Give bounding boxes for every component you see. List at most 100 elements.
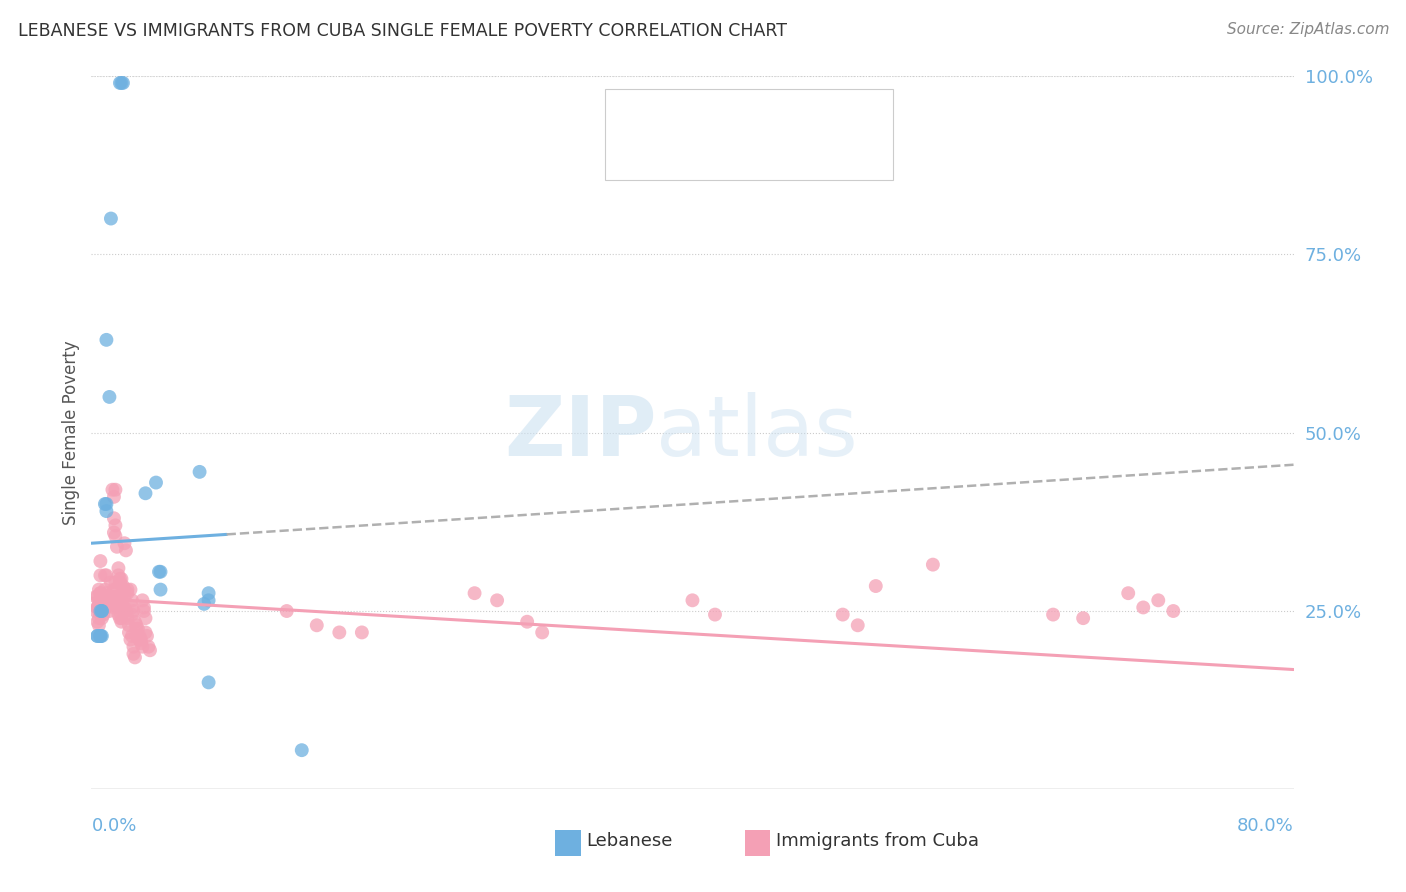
Point: [110, 615, 132, 629]
Point: [103, 490, 125, 504]
Point: [93, 590, 115, 604]
Point: [328, 625, 350, 640]
Point: [103, 582, 125, 597]
Point: [86, 629, 108, 643]
Point: [96, 586, 118, 600]
Point: [129, 632, 152, 647]
Point: [125, 618, 148, 632]
Point: [107, 561, 129, 575]
Point: [136, 629, 159, 643]
Point: [350, 625, 373, 640]
Point: [89, 629, 111, 643]
Point: [103, 597, 125, 611]
Point: [89, 604, 111, 618]
Point: [90, 604, 112, 618]
Point: [121, 629, 143, 643]
Text: Immigrants from Cuba: Immigrants from Cuba: [776, 832, 979, 850]
Point: [132, 604, 155, 618]
Point: [121, 607, 143, 622]
Point: [115, 543, 138, 558]
Point: [96, 333, 118, 347]
Point: [89, 554, 111, 568]
Point: [104, 518, 127, 533]
Point: [97, 593, 120, 607]
Point: [117, 611, 139, 625]
Point: [1071, 611, 1094, 625]
Point: [101, 593, 124, 607]
Point: [111, 579, 134, 593]
Point: [531, 625, 554, 640]
Text: R = -0.281   N = 120: R = -0.281 N = 120: [652, 143, 841, 161]
Point: [87, 604, 110, 618]
Text: ZIP: ZIP: [503, 392, 657, 473]
Point: [100, 590, 122, 604]
Point: [120, 582, 142, 597]
Point: [132, 600, 155, 615]
Point: [96, 568, 118, 582]
Point: [114, 582, 136, 597]
Point: [197, 675, 219, 690]
Point: [87, 597, 110, 611]
Point: [149, 582, 172, 597]
Point: [145, 475, 167, 490]
Point: [134, 486, 156, 500]
Text: Lebanese: Lebanese: [586, 832, 672, 850]
Point: [197, 586, 219, 600]
Point: [100, 211, 122, 226]
Point: [110, 593, 132, 607]
Point: [90, 597, 112, 611]
Point: [101, 590, 124, 604]
Point: [117, 582, 139, 597]
Text: 80.0%: 80.0%: [1237, 817, 1294, 835]
Point: [105, 540, 128, 554]
Point: [122, 647, 145, 661]
Point: [87, 582, 110, 597]
Point: [97, 593, 120, 607]
Point: [125, 622, 148, 636]
Point: [131, 640, 153, 654]
Point: [94, 597, 117, 611]
Point: [305, 618, 328, 632]
Point: [128, 632, 150, 647]
Point: [121, 593, 143, 607]
Point: [108, 76, 131, 90]
Point: [86, 629, 108, 643]
Point: [96, 497, 118, 511]
Point: [922, 558, 945, 572]
Point: [89, 590, 111, 604]
Point: [96, 597, 118, 611]
Point: [84, 590, 107, 604]
Point: [93, 597, 115, 611]
Point: [100, 575, 122, 590]
Point: [101, 483, 124, 497]
Point: [122, 604, 145, 618]
Text: R =  0.091   N =  28: R = 0.091 N = 28: [652, 110, 834, 128]
Point: [98, 604, 121, 618]
Point: [486, 593, 509, 607]
Text: Source: ZipAtlas.com: Source: ZipAtlas.com: [1226, 22, 1389, 37]
Point: [86, 600, 108, 615]
Point: [114, 536, 136, 550]
Point: [111, 76, 134, 90]
Point: [104, 483, 127, 497]
Point: [197, 593, 219, 607]
Point: [103, 525, 125, 540]
Point: [96, 593, 118, 607]
Point: [87, 611, 110, 625]
Point: [134, 611, 156, 625]
Point: [117, 586, 139, 600]
Point: [94, 582, 117, 597]
Point: [100, 593, 122, 607]
Point: [104, 575, 127, 590]
Point: [118, 625, 141, 640]
Point: [94, 568, 117, 582]
Point: [108, 600, 131, 615]
Point: [93, 593, 115, 607]
Point: [107, 597, 129, 611]
Point: [96, 504, 118, 518]
Point: [89, 586, 111, 600]
Text: 0.0%: 0.0%: [91, 817, 136, 835]
Point: [115, 604, 138, 618]
Point: [108, 611, 131, 625]
Point: [108, 575, 131, 590]
